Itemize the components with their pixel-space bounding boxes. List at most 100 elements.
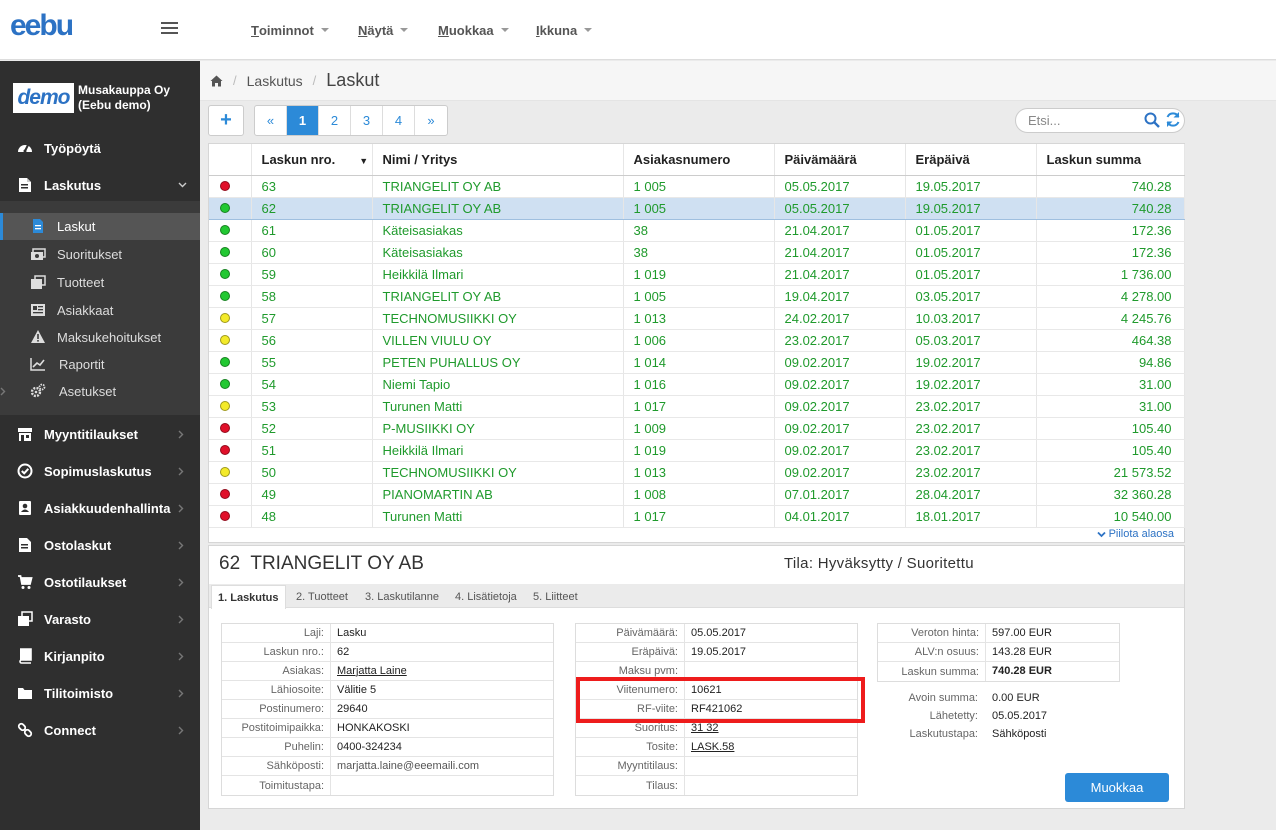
tab-lisatietoja[interactable]: 4. Lisätietoja: [455, 591, 517, 603]
status-cell: [209, 307, 252, 330]
sidebar-item-kirjanpito[interactable]: Kirjanpito: [0, 639, 200, 673]
chevron-right-icon: [178, 726, 184, 735]
cell-nimi: Käteisasiakas: [372, 241, 624, 264]
table-row[interactable]: 53 Turunen Matti 1 017 09.02.2017 23.02.2017…: [209, 395, 1185, 418]
field-label: Laji:: [303, 627, 324, 639]
tab-tuotteet[interactable]: 2. Tuotteet: [296, 591, 348, 603]
sidebar-subitem-raportit[interactable]: Raportit: [0, 351, 200, 378]
tab-laskutilanne[interactable]: 3. Laskutilanne: [365, 591, 439, 603]
status-dot-icon: [220, 357, 230, 367]
cell-laskun-summa: 4 278.00: [1036, 285, 1185, 308]
cell-erapaiva: 03.05.2017: [905, 285, 1037, 308]
page-4-button[interactable]: 4: [383, 106, 415, 135]
cell-nimi: TECHNOMUSIIKKI OY: [372, 307, 624, 330]
cell-paivamaara: 23.02.2017: [774, 329, 906, 352]
field-row: Lähetetty: 05.05.2017: [877, 710, 1047, 722]
col-asiakasnumero[interactable]: Asiakasnumero: [623, 144, 775, 176]
table-row[interactable]: 54 Niemi Tapio 1 016 09.02.2017 19.02.2017 31…: [209, 373, 1185, 396]
page-1-button[interactable]: 1: [287, 106, 319, 135]
sidebar-subitem-laskut[interactable]: Laskut: [0, 213, 200, 240]
col-paivamaara[interactable]: Päivämäärä: [774, 144, 906, 176]
field-value[interactable]: Marjatta Laine: [330, 661, 407, 681]
page-2-button[interactable]: 2: [319, 106, 351, 135]
page-first-button[interactable]: «: [255, 106, 287, 135]
eebu-logo[interactable]: eebu: [10, 10, 82, 42]
home-icon[interactable]: [210, 75, 223, 87]
sidebar-item-ostolaskut[interactable]: Ostolaskut: [0, 528, 200, 562]
edit-button[interactable]: Muokkaa: [1065, 773, 1169, 802]
sidebar-item-ostotilaukset[interactable]: Ostotilaukset: [0, 565, 200, 599]
table-row[interactable]: 61 Käteisasiakas 38 21.04.2017 01.05.2017 172…: [209, 219, 1185, 242]
page-last-button[interactable]: »: [427, 113, 435, 128]
sidebar-item-asiakkuudenhallinta[interactable]: Asiakkuudenhallinta: [0, 491, 200, 525]
refresh-icon[interactable]: [1165, 111, 1181, 128]
table-row[interactable]: 51 Heikkilä Ilmari 1 019 09.02.2017 23.02.20…: [209, 439, 1185, 462]
field-value[interactable]: 31 32: [684, 718, 719, 738]
sidebar-subitem-tuotteet[interactable]: Tuotteet: [0, 269, 200, 296]
table-row[interactable]: 50 TECHNOMUSIIKKI OY 1 013 09.02.2017 23.02.…: [209, 461, 1185, 484]
sidebar-item-connect[interactable]: Connect: [0, 713, 200, 747]
page-3-button[interactable]: 3: [351, 106, 383, 135]
sidebar-subitem-asetukset[interactable]: Asetukset: [0, 378, 200, 405]
cell-asiakasnumero: 1 019: [623, 439, 775, 462]
col-nimi[interactable]: Nimi / Yritys: [372, 144, 624, 176]
search-input[interactable]: [1015, 108, 1185, 133]
field-value: [684, 661, 691, 681]
table-row[interactable]: 48 Turunen Matti 1 017 04.01.2017 18.01.2017…: [209, 505, 1185, 528]
table-row[interactable]: 49 PIANOMARTIN AB 1 008 07.01.2017 28.04.201…: [209, 483, 1185, 506]
sidebar-item-myyntitilaukset[interactable]: Myyntitilaukset: [0, 417, 200, 451]
breadcrumb-laskutus[interactable]: Laskutus: [246, 72, 303, 89]
sidebar-subitem-asiakkaat[interactable]: Asiakkaat: [0, 297, 200, 324]
status-text: Tila: Hyväksytty / Suoritettu: [784, 555, 974, 572]
cell-nimi: PETEN PUHALLUS OY: [372, 351, 624, 374]
add-invoice-button[interactable]: +: [208, 105, 244, 136]
cell-laskun-nro: 62: [251, 196, 373, 220]
hamburger-menu-icon[interactable]: [161, 21, 179, 35]
status-cell: [209, 263, 252, 286]
table-row[interactable]: 59 Heikkilä Ilmari 1 019 21.04.2017 01.05.20…: [209, 263, 1185, 286]
field-value[interactable]: LASK.58: [684, 737, 734, 757]
table-row[interactable]: 55 PETEN PUHALLUS OY 1 014 09.02.2017 19.02.…: [209, 351, 1185, 374]
tab-liitteet[interactable]: 5. Liitteet: [533, 591, 578, 603]
field-label: ALV:n osuus:: [914, 646, 979, 658]
table-row[interactable]: 52 P-MUSIIKKI OY 1 009 09.02.2017 23.02.2017…: [209, 417, 1185, 440]
customers-icon: [30, 302, 46, 318]
field-row: RF-viite: RF421062: [576, 699, 857, 719]
products-icon: [30, 274, 46, 290]
tab-laskutus[interactable]: 1. Laskutus: [211, 585, 286, 609]
sidebar-subitem-suoritukset[interactable]: Suoritukset: [0, 241, 200, 268]
sidebar-item-tyopoyta[interactable]: Työpöytä: [0, 131, 200, 165]
sidebar-item-tilitoimisto[interactable]: Tilitoimisto: [0, 676, 200, 710]
cell-paivamaara: 21.04.2017: [774, 263, 906, 286]
status-cell: [209, 285, 252, 308]
sidebar-item-varasto[interactable]: Varasto: [0, 602, 200, 636]
table-row[interactable]: 62 TRIANGELIT OY AB 1 005 05.05.2017 19.05.2…: [209, 196, 1185, 220]
cell-laskun-summa: 10 540.00: [1036, 505, 1185, 528]
cell-nimi: Turunen Matti: [372, 505, 624, 528]
cell-erapaiva: 18.01.2017: [905, 505, 1037, 528]
col-laskun-nro[interactable]: Laskun nro. ▼: [251, 144, 373, 176]
cell-paivamaara: 24.02.2017: [774, 307, 906, 330]
col-erapaiva[interactable]: Eräpäivä: [905, 144, 1037, 176]
sidebar-subitem-maksukehoitukset[interactable]: Maksukehoitukset: [0, 324, 200, 351]
table-row[interactable]: 58 TRIANGELIT OY AB 1 005 19.04.2017 03.05.2…: [209, 285, 1185, 308]
cell-erapaiva: 19.02.2017: [905, 351, 1037, 374]
cell-erapaiva: 23.02.2017: [905, 417, 1037, 440]
cell-laskun-nro: 55: [251, 351, 373, 374]
table-row[interactable]: 57 TECHNOMUSIIKKI OY 1 013 24.02.2017 10.03.…: [209, 307, 1185, 330]
cell-laskun-summa: 172.36: [1036, 219, 1185, 242]
table-row[interactable]: 60 Käteisasiakas 38 21.04.2017 01.05.2017 172…: [209, 241, 1185, 264]
col-laskun-summa[interactable]: Laskun summa: [1036, 144, 1185, 176]
field-label: Lähetetty:: [929, 710, 978, 722]
cell-erapaiva: 05.03.2017: [905, 329, 1037, 352]
sidebar-item-laskutus[interactable]: Laskutus: [0, 168, 200, 202]
table-row[interactable]: 63 TRIANGELIT OY AB 1 005 05.05.2017 19.05.2…: [209, 175, 1185, 198]
hide-bottom-link[interactable]: Piilota alaosa: [1096, 528, 1174, 540]
sidebar-item-sopimuslaskutus[interactable]: Sopimuslaskutus: [0, 454, 200, 488]
search-icon[interactable]: [1144, 112, 1160, 128]
table-row[interactable]: 56 VILLEN VIULU OY 1 006 23.02.2017 05.03.20…: [209, 329, 1185, 352]
